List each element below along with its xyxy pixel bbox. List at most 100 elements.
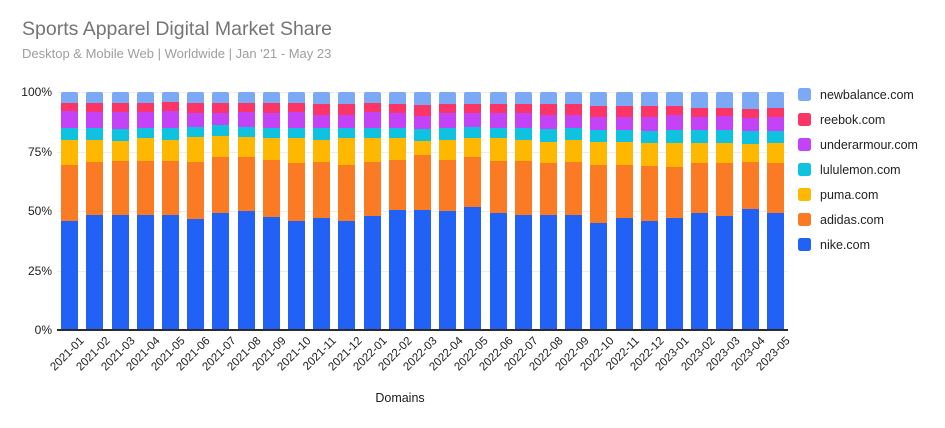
bar-segment-adidas.com[interactable]: [161, 161, 179, 215]
bar-segment-reebok.com[interactable]: [413, 105, 431, 116]
bar-segment-underarmour.com[interactable]: [514, 113, 532, 128]
bar-segment-adidas.com[interactable]: [439, 159, 457, 211]
bar-segment-reebok.com[interactable]: [615, 106, 633, 118]
bar-segment-adidas.com[interactable]: [262, 159, 280, 217]
bar-segment-reebok.com[interactable]: [111, 102, 129, 113]
bar-segment-adidas.com[interactable]: [413, 155, 431, 210]
bar-segment-puma.com[interactable]: [262, 138, 280, 160]
bar-segment-underarmour.com[interactable]: [640, 117, 658, 132]
legend-item-nike.com[interactable]: nike.com: [798, 238, 918, 252]
bar-segment-newbalance.com[interactable]: [489, 92, 507, 104]
bar-segment-nike.com[interactable]: [615, 218, 633, 330]
bar-segment-underarmour.com[interactable]: [187, 113, 205, 127]
bar-segment-reebok.com[interactable]: [691, 107, 709, 118]
bar-segment-nike.com[interactable]: [665, 218, 683, 330]
bar-segment-newbalance.com[interactable]: [287, 92, 305, 103]
bar-segment-reebok.com[interactable]: [338, 103, 356, 115]
bar-segment-puma.com[interactable]: [691, 143, 709, 164]
bar-segment-puma.com[interactable]: [489, 138, 507, 162]
bar-segment-newbalance.com[interactable]: [212, 92, 230, 103]
bar-segment-adidas.com[interactable]: [111, 161, 129, 215]
bar-segment-adidas.com[interactable]: [640, 165, 658, 221]
bar-segment-nike.com[interactable]: [111, 214, 129, 330]
legend-item-reebok.com[interactable]: reebok.com: [798, 113, 918, 127]
bar-segment-underarmour.com[interactable]: [161, 111, 179, 128]
bar-segment-adidas.com[interactable]: [237, 157, 255, 211]
bar-segment-puma.com[interactable]: [665, 143, 683, 167]
bar-segment-underarmour.com[interactable]: [590, 117, 608, 131]
bar-segment-adidas.com[interactable]: [565, 162, 583, 215]
bar-segment-lululemon.com[interactable]: [691, 130, 709, 144]
bar-segment-reebok.com[interactable]: [539, 103, 557, 115]
bar-segment-lululemon.com[interactable]: [640, 131, 658, 144]
bar-segment-puma.com[interactable]: [212, 136, 230, 158]
bar-segment-lululemon.com[interactable]: [615, 130, 633, 142]
bar-segment-newbalance.com[interactable]: [338, 92, 356, 104]
bar-segment-reebok.com[interactable]: [136, 102, 154, 113]
legend-item-lululemon.com[interactable]: lululemon.com: [798, 163, 918, 177]
bar-segment-lululemon.com[interactable]: [61, 127, 79, 140]
bar-segment-newbalance.com[interactable]: [464, 92, 482, 104]
bar-segment-puma.com[interactable]: [338, 138, 356, 165]
bar-segment-puma.com[interactable]: [237, 137, 255, 158]
bar-segment-lululemon.com[interactable]: [514, 127, 532, 140]
bar-segment-puma.com[interactable]: [313, 139, 331, 163]
bar-segment-underarmour.com[interactable]: [716, 115, 734, 131]
bar-segment-adidas.com[interactable]: [338, 164, 356, 221]
bar-segment-nike.com[interactable]: [212, 213, 230, 330]
bar-segment-newbalance.com[interactable]: [161, 92, 179, 102]
bar-segment-underarmour.com[interactable]: [539, 114, 557, 129]
bar-segment-lululemon.com[interactable]: [161, 127, 179, 140]
bar-segment-newbalance.com[interactable]: [187, 92, 205, 103]
bar-segment-newbalance.com[interactable]: [61, 92, 79, 103]
legend-item-adidas.com[interactable]: adidas.com: [798, 213, 918, 227]
bar-segment-puma.com[interactable]: [640, 143, 658, 166]
bar-segment-reebok.com[interactable]: [237, 102, 255, 113]
bar-segment-nike.com[interactable]: [61, 220, 79, 330]
bar-segment-lululemon.com[interactable]: [716, 130, 734, 144]
bar-segment-reebok.com[interactable]: [212, 102, 230, 114]
bar-segment-underarmour.com[interactable]: [86, 112, 104, 128]
bar-segment-lululemon.com[interactable]: [86, 127, 104, 140]
bar-segment-newbalance.com[interactable]: [691, 92, 709, 108]
bar-segment-reebok.com[interactable]: [287, 102, 305, 113]
bar-segment-adidas.com[interactable]: [363, 162, 381, 216]
bar-segment-nike.com[interactable]: [136, 214, 154, 330]
bar-segment-lululemon.com[interactable]: [212, 125, 230, 137]
bar-segment-adidas.com[interactable]: [766, 163, 784, 214]
bar-segment-puma.com[interactable]: [590, 142, 608, 165]
bar-segment-nike.com[interactable]: [413, 209, 431, 330]
bar-segment-lululemon.com[interactable]: [741, 131, 759, 145]
bar-segment-nike.com[interactable]: [187, 219, 205, 330]
bar-segment-newbalance.com[interactable]: [237, 92, 255, 103]
bar-segment-reebok.com[interactable]: [489, 103, 507, 114]
bar-segment-underarmour.com[interactable]: [212, 113, 230, 126]
bar-segment-reebok.com[interactable]: [388, 103, 406, 114]
bar-segment-reebok.com[interactable]: [640, 106, 658, 118]
bar-segment-nike.com[interactable]: [539, 214, 557, 330]
bar-segment-puma.com[interactable]: [61, 139, 79, 165]
bar-segment-newbalance.com[interactable]: [388, 92, 406, 104]
bar-segment-adidas.com[interactable]: [716, 163, 734, 216]
bar-segment-newbalance.com[interactable]: [539, 92, 557, 104]
bar-segment-lululemon.com[interactable]: [565, 127, 583, 140]
bar-segment-reebok.com[interactable]: [187, 102, 205, 114]
bar-segment-reebok.com[interactable]: [313, 103, 331, 115]
bar-segment-adidas.com[interactable]: [388, 159, 406, 210]
bar-segment-underarmour.com[interactable]: [237, 112, 255, 127]
bar-segment-nike.com[interactable]: [716, 215, 734, 330]
bar-segment-newbalance.com[interactable]: [439, 92, 457, 104]
bar-segment-adidas.com[interactable]: [514, 161, 532, 215]
bar-segment-reebok.com[interactable]: [590, 106, 608, 118]
bar-segment-underarmour.com[interactable]: [136, 112, 154, 128]
bar-segment-adidas.com[interactable]: [313, 162, 331, 219]
bar-segment-reebok.com[interactable]: [262, 102, 280, 114]
bar-segment-newbalance.com[interactable]: [262, 92, 280, 103]
bar-segment-puma.com[interactable]: [615, 141, 633, 165]
bar-segment-newbalance.com[interactable]: [590, 92, 608, 107]
bar-segment-nike.com[interactable]: [338, 220, 356, 330]
bar-segment-newbalance.com[interactable]: [413, 92, 431, 106]
bar-segment-nike.com[interactable]: [514, 214, 532, 330]
bar-segment-underarmour.com[interactable]: [665, 114, 683, 131]
bar-segment-lululemon.com[interactable]: [539, 128, 557, 143]
